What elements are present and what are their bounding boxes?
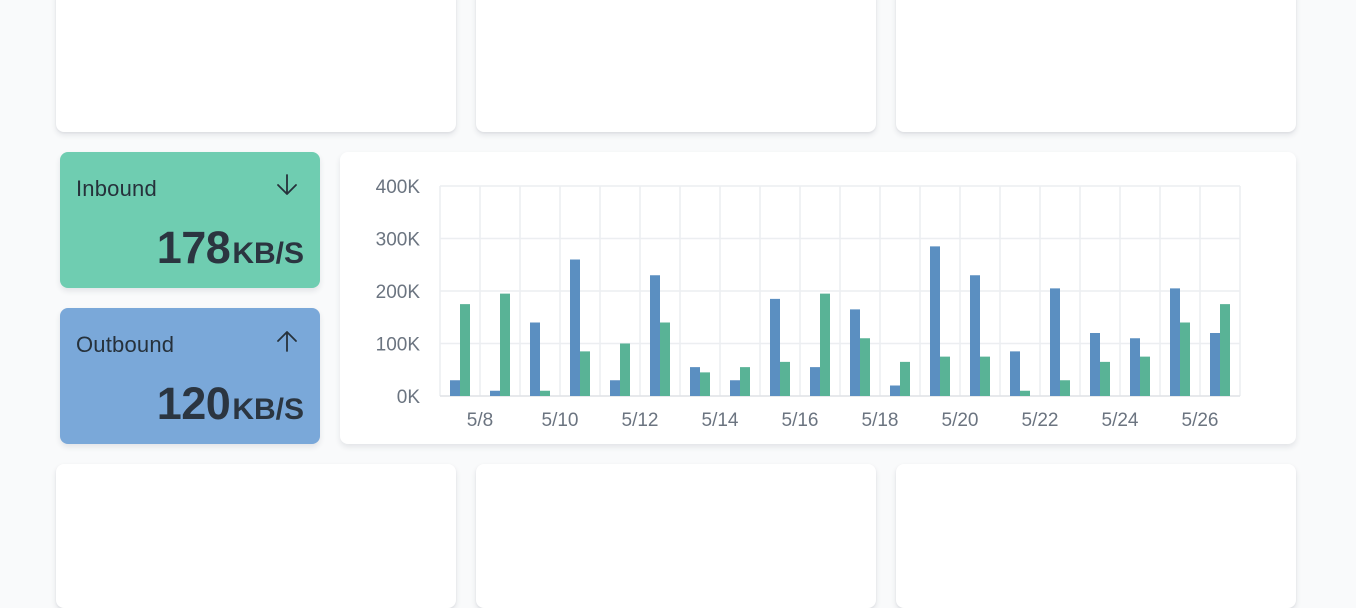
inbound-label: Inbound (76, 176, 157, 201)
bar-series-1 (810, 367, 820, 396)
bar-series-1 (650, 275, 660, 396)
bar-series-2 (1140, 356, 1150, 396)
x-tick-label: 5/22 (1022, 410, 1059, 431)
y-tick-label: 100K (376, 335, 421, 356)
bar-series-2 (1060, 380, 1070, 396)
bandwidth-chart-card: 0K 100K 200K 300K 400K 5/8 5/10 5/12 5/14 5/16 5/1… (340, 152, 1296, 444)
bar-series-1 (1090, 333, 1100, 396)
top-card-2 (476, 0, 876, 132)
bar-series-1 (890, 385, 900, 396)
bar-series-2 (860, 338, 870, 396)
inbound-value: 178KB/S (157, 222, 304, 274)
bar-series-2 (1020, 390, 1030, 396)
bar-series-2 (1180, 322, 1190, 396)
bar-series-1 (570, 259, 580, 396)
bottom-card-1 (56, 464, 456, 608)
y-tick-label: 300K (376, 230, 421, 251)
bar-series-1 (1130, 338, 1140, 396)
outbound-label: Outbound (76, 332, 175, 357)
bar-series-1 (970, 275, 980, 396)
bar-series-2 (780, 361, 790, 396)
x-tick-label: 5/10 (542, 410, 579, 431)
bottom-card-2 (476, 464, 876, 608)
y-tick-label: 0K (397, 387, 421, 408)
bottom-card-3 (896, 464, 1296, 608)
bar-series-1 (610, 380, 620, 396)
top-card-1 (56, 0, 456, 132)
chart-grid (439, 185, 1241, 397)
bar-series-2 (460, 304, 470, 396)
bar-series-2 (700, 372, 710, 396)
inbound-card: Inbound 178KB/S (60, 152, 320, 288)
arrow-up-icon (277, 331, 297, 352)
bar-series-1 (690, 367, 700, 396)
top-card-3 (896, 0, 1296, 132)
outbound-unit: KB/S (232, 393, 304, 426)
bar-series-2 (620, 343, 630, 396)
bar-series-2 (660, 322, 670, 396)
x-tick-label: 5/26 (1182, 410, 1219, 431)
bar-series-1 (450, 380, 460, 396)
y-tick-label: 400K (376, 177, 421, 198)
bar-series-1 (530, 322, 540, 396)
bar-series-2 (980, 356, 990, 396)
chart-bars (450, 246, 1230, 396)
bar-series-2 (1220, 304, 1230, 396)
bar-series-2 (540, 390, 550, 396)
outbound-card: Outbound 120KB/S (60, 308, 320, 444)
chart-labels: 0K 100K 200K 300K 400K 5/8 5/10 5/12 5/14 5/16 5/1… (376, 177, 1219, 431)
bar-series-1 (1050, 288, 1060, 396)
x-tick-label: 5/18 (862, 410, 899, 431)
bar-series-2 (500, 293, 510, 396)
bar-series-2 (580, 351, 590, 396)
x-tick-label: 5/24 (1102, 410, 1139, 431)
bar-series-1 (730, 380, 740, 396)
bar-series-2 (820, 293, 830, 396)
bar-series-1 (1210, 333, 1220, 396)
bar-series-1 (1010, 351, 1020, 396)
bandwidth-chart: 0K 100K 200K 300K 400K 5/8 5/10 5/12 5/14 5/16 5/1… (376, 177, 1241, 431)
x-tick-label: 5/16 (782, 410, 819, 431)
arrow-down-icon (277, 174, 297, 195)
x-tick-label: 5/20 (942, 410, 979, 431)
x-tick-label: 5/14 (702, 410, 739, 431)
y-tick-label: 200K (376, 282, 421, 303)
bar-series-1 (1170, 288, 1180, 396)
bar-series-2 (740, 367, 750, 396)
bar-series-1 (770, 298, 780, 396)
inbound-number: 178 (156, 222, 231, 273)
bar-series-1 (930, 246, 940, 396)
x-tick-label: 5/12 (622, 410, 659, 431)
bar-series-1 (490, 390, 500, 396)
bar-series-1 (850, 309, 860, 396)
outbound-number: 120 (156, 378, 231, 429)
bar-series-2 (940, 356, 950, 396)
outbound-value: 120KB/S (157, 378, 304, 430)
bar-series-2 (900, 361, 910, 396)
inbound-unit: KB/S (232, 237, 304, 270)
x-tick-label: 5/8 (467, 410, 493, 431)
bar-series-2 (1100, 361, 1110, 396)
